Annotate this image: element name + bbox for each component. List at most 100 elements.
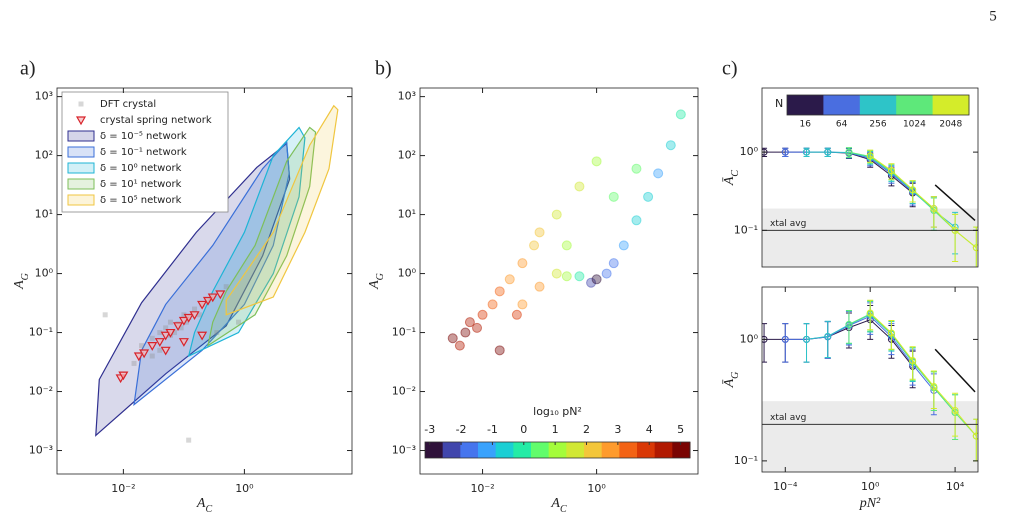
point (183, 313, 194, 323)
point (529, 240, 540, 251)
legend-label: crystal spring network (100, 115, 212, 126)
point (951, 406, 959, 414)
point (591, 274, 602, 285)
point (675, 109, 686, 120)
error-bar (888, 163, 895, 180)
legend-swatch (67, 194, 95, 206)
x-axis-label: AC (550, 496, 567, 515)
y-axis-label-main: Ā (721, 378, 737, 388)
plot-area (95, 104, 339, 443)
point (866, 152, 874, 160)
point (78, 101, 84, 107)
point (163, 325, 169, 331)
point (574, 181, 585, 192)
point (845, 320, 853, 328)
colorbar-block (619, 442, 638, 458)
axes-box (761, 87, 979, 268)
point (118, 371, 129, 381)
panel-label: b) (375, 58, 392, 80)
y-axis-label-main: A (12, 280, 27, 290)
reference-band (762, 401, 978, 472)
colorbar-tick-label: 4 (646, 423, 653, 436)
point (781, 148, 789, 156)
x-tick-label: 10⁰ (235, 482, 254, 495)
point (165, 328, 176, 338)
point (183, 319, 189, 325)
x-tick-label: 10⁻⁴ (773, 480, 798, 493)
point (214, 330, 220, 336)
y-tick-label: 10⁰ (398, 267, 417, 280)
x-axis-label-sub: C (560, 504, 567, 515)
legend-label: 16 (799, 120, 811, 130)
colorbar-block (478, 442, 497, 458)
y-tick-label: 10¹ (398, 208, 416, 221)
point (197, 331, 208, 341)
legend-swatch (859, 95, 897, 115)
point (762, 335, 768, 343)
point (172, 330, 178, 336)
point (454, 340, 465, 351)
y-tick-label: 10³ (398, 90, 416, 103)
colorbar-block (601, 442, 620, 458)
point (665, 140, 676, 151)
error-bar (909, 346, 916, 380)
point (887, 167, 895, 175)
y-axis-label: AG (367, 273, 386, 290)
point (653, 168, 664, 179)
colorbar-tick-label: -2 (456, 423, 467, 436)
legend-swatch (787, 95, 824, 115)
legend-label: 2048 (939, 120, 962, 130)
point (147, 342, 158, 351)
point (781, 335, 789, 343)
page-number: 5 (989, 8, 997, 24)
reference-band (762, 208, 978, 267)
panel-label: c) (722, 58, 738, 80)
series-line (869, 155, 977, 249)
x-tick-label: 10⁴ (946, 480, 965, 493)
point (803, 148, 811, 156)
y-tick-label: 10⁻¹ (29, 326, 53, 339)
series-line (869, 312, 977, 437)
point (972, 244, 978, 252)
y-tick-label: 10⁻² (29, 385, 53, 398)
point (551, 209, 562, 220)
legend-title: N (775, 97, 783, 110)
point (866, 309, 874, 317)
point (618, 240, 629, 251)
y-tick-label: 10² (35, 149, 53, 162)
error-bar (867, 149, 874, 163)
point (181, 312, 187, 318)
y-axis-label-sub: C (730, 170, 741, 177)
colorbar-block (425, 442, 444, 458)
error-bar (888, 320, 895, 350)
point (511, 309, 522, 320)
plot-area (447, 109, 686, 356)
colorbar-block (460, 442, 479, 458)
legend-swatch (67, 130, 95, 142)
point (608, 191, 619, 202)
y-axis-label: AG (12, 273, 31, 290)
legend-swatch (67, 178, 95, 190)
point (586, 277, 597, 288)
point (534, 227, 545, 238)
axes-box (419, 87, 699, 475)
legend-label: 1024 (903, 120, 926, 130)
y-tick-label: 10⁻² (392, 385, 416, 398)
colorbar-block (637, 442, 656, 458)
point (157, 330, 163, 336)
legend-label: δ = 10¹ network (100, 179, 182, 190)
colorbar-block (584, 442, 603, 458)
point (561, 271, 572, 282)
point (494, 286, 505, 297)
point (178, 338, 189, 347)
slope-line (934, 348, 976, 393)
point (845, 148, 853, 156)
y-tick-label: 10¹ (35, 208, 53, 221)
legend-label: δ = 10⁻¹ network (100, 147, 187, 158)
point (131, 360, 137, 366)
error-bar (909, 180, 916, 203)
point (157, 347, 163, 353)
point (464, 317, 475, 328)
y-axis-label: ĀG (721, 372, 741, 389)
